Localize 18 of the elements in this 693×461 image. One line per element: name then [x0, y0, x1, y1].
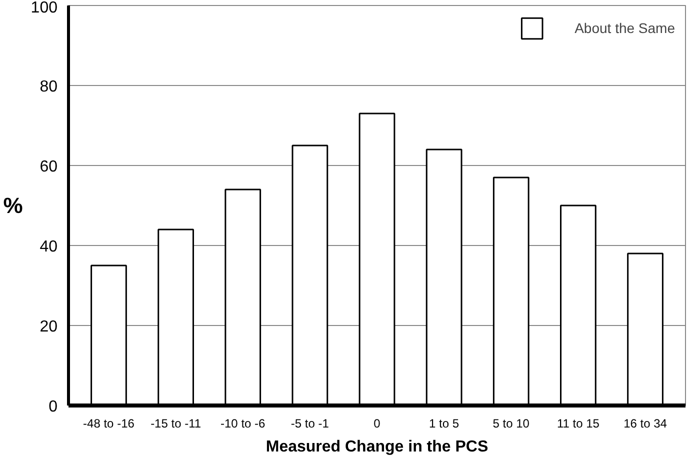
- x-tick-label: -15 to -11: [150, 416, 202, 430]
- y-tick-label: 20: [40, 318, 58, 336]
- x-tick-label: 16 to 34: [624, 416, 668, 430]
- y-axis-title: %: [3, 193, 23, 218]
- x-tick-label: 11 to 15: [556, 416, 600, 430]
- x-tick-label: 1 to 5: [429, 416, 460, 430]
- x-axis-title: Measured Change in the PCS: [266, 438, 488, 456]
- y-tick-label: 0: [48, 398, 58, 416]
- legend-label: About the Same: [574, 20, 675, 36]
- x-tick-label: 5 to 10: [492, 416, 530, 430]
- x-tick-label: -5 to -1: [290, 416, 330, 430]
- y-tick-label: 100: [30, 0, 58, 16]
- x-tick-label: 0: [374, 416, 381, 430]
- x-tick-label: -48 to -16: [83, 416, 135, 430]
- y-tick-label: 40: [40, 238, 58, 256]
- y-tick-label: 60: [40, 158, 58, 176]
- x-tick-label: -10 to -6: [220, 416, 266, 430]
- y-tick-label: 80: [40, 78, 58, 96]
